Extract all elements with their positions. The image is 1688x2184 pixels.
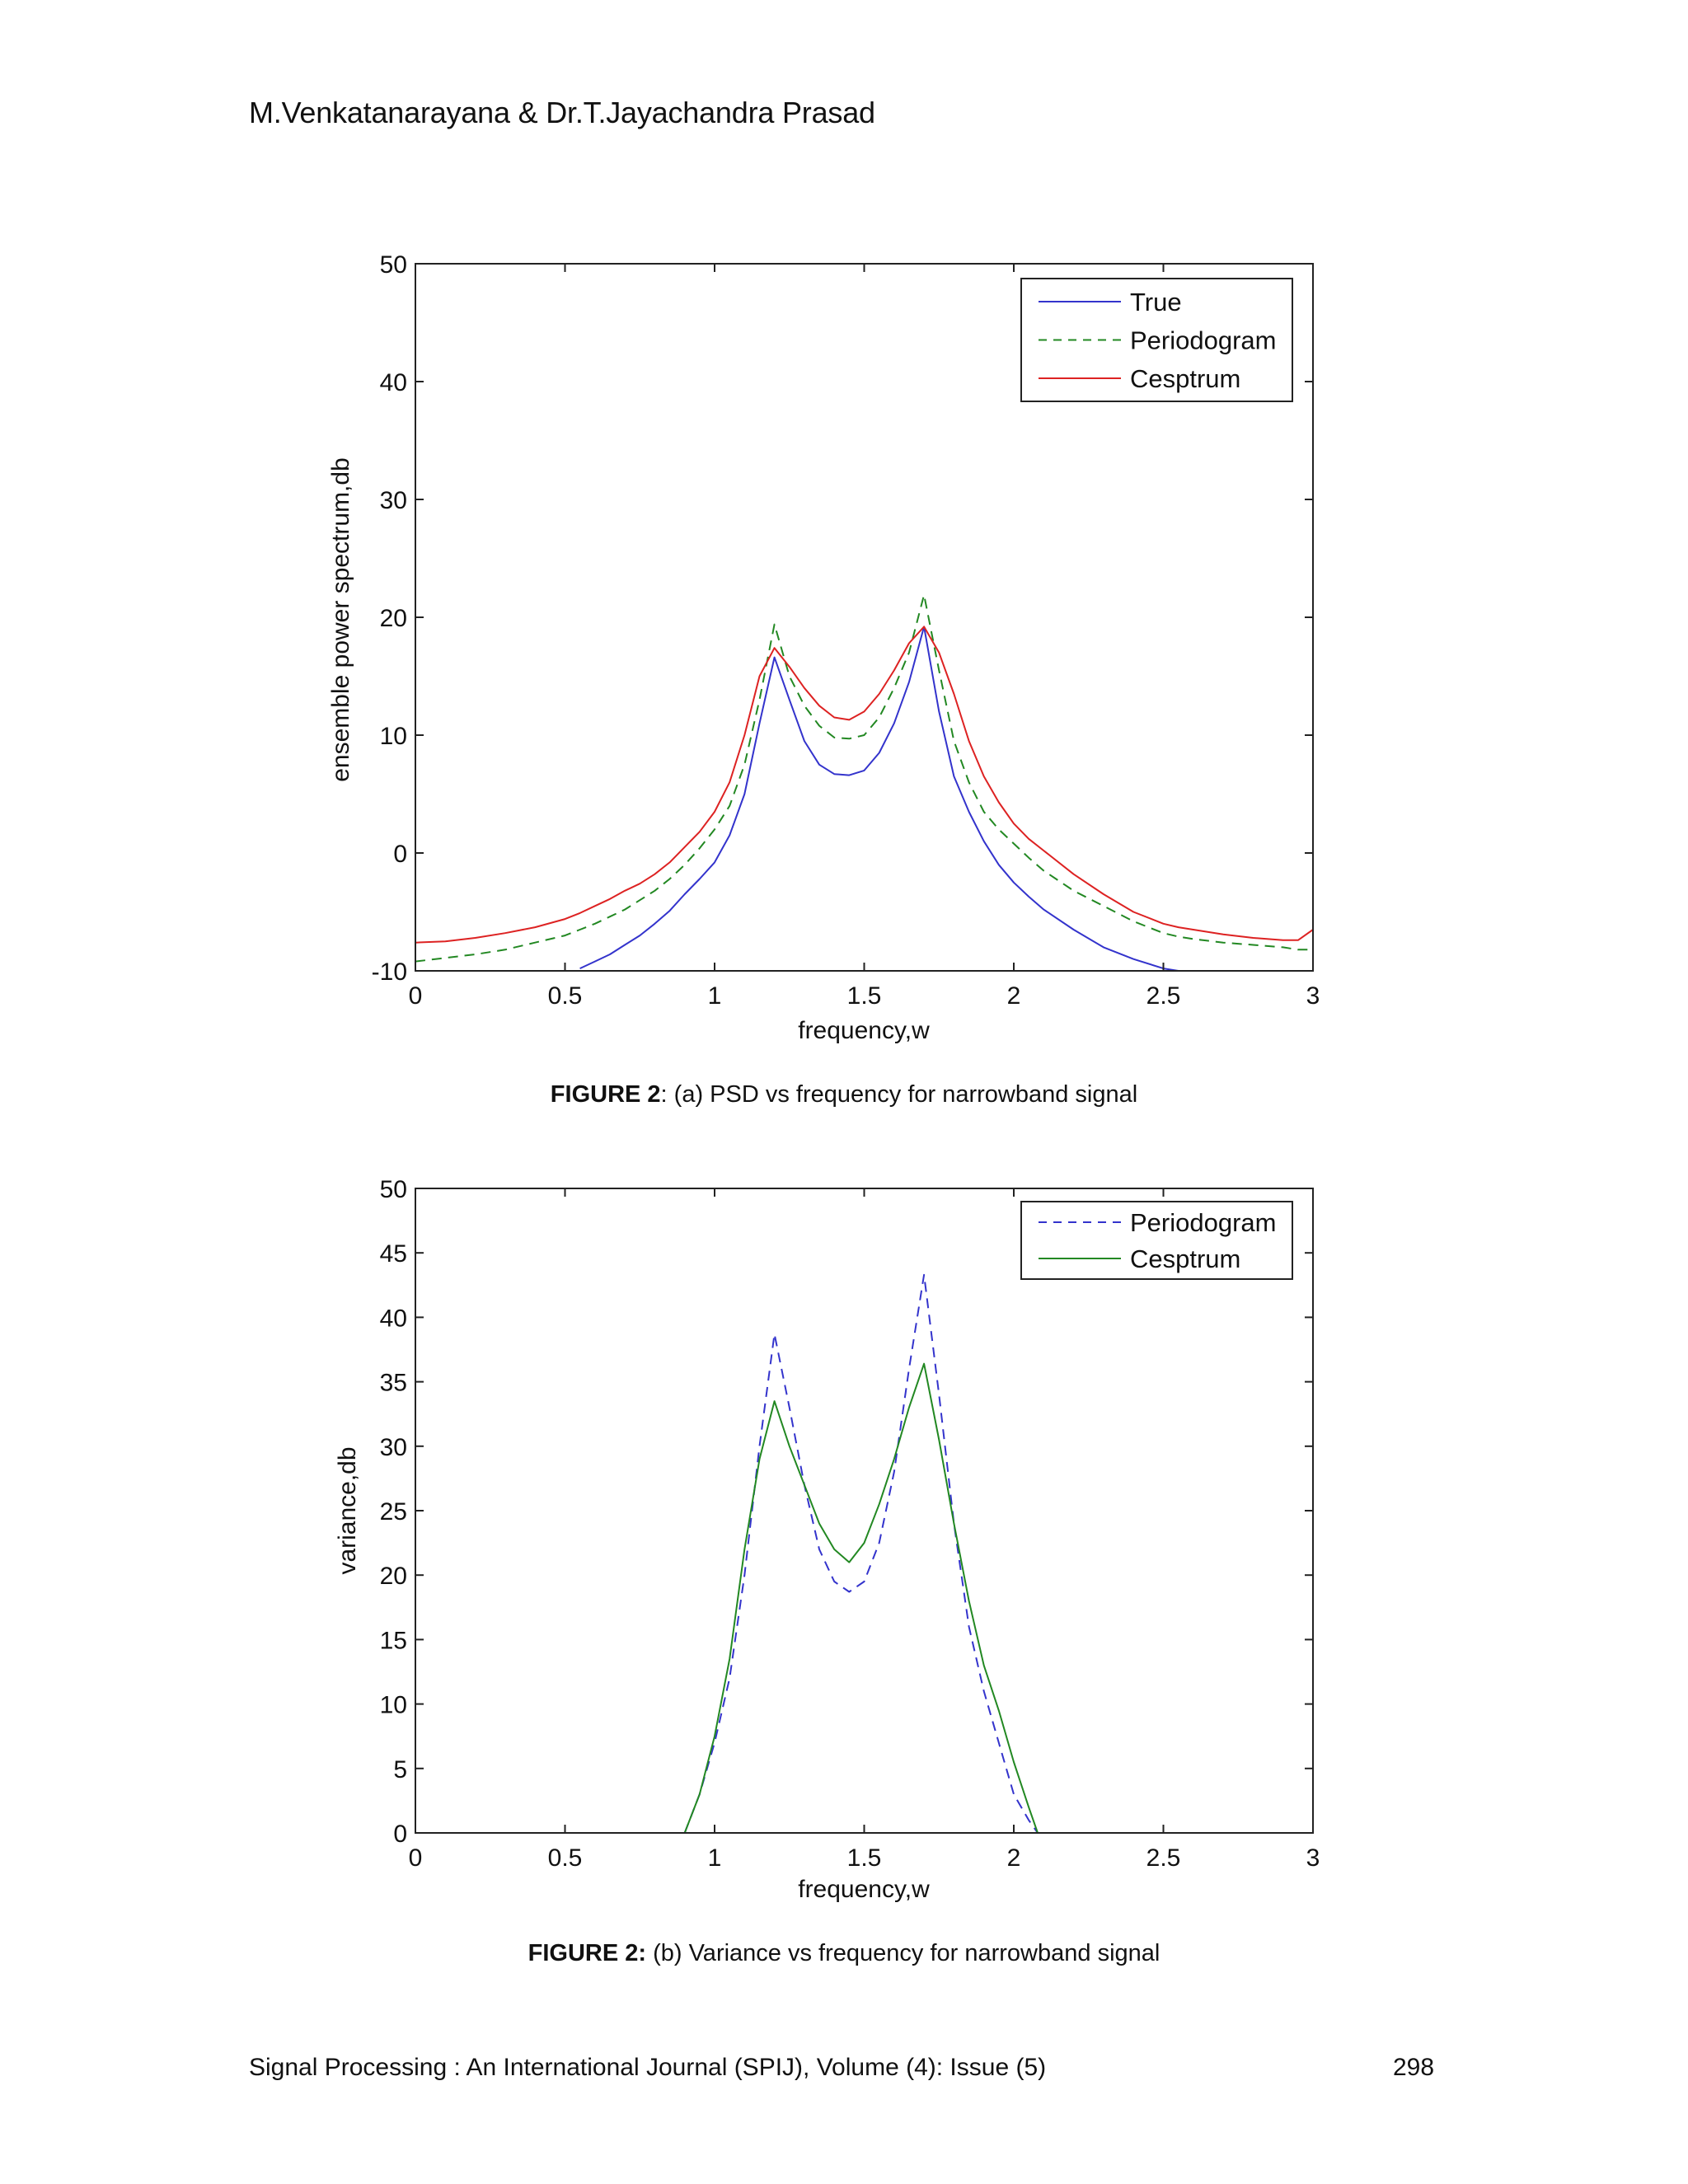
y-axis-label: ensemble power spectrum,db <box>327 457 354 782</box>
y-tick-label: 0 <box>393 1821 407 1848</box>
y-tick-label: 30 <box>380 1434 407 1461</box>
x-axis-label: frequency,w <box>798 1876 930 1903</box>
legend-box <box>1020 1201 1293 1280</box>
x-tick-label: 2 <box>1007 982 1021 1010</box>
legend-label-cesptrum: Cesptrum <box>1130 364 1240 393</box>
legend-label-periodogram: Periodogram <box>1130 1208 1276 1237</box>
y-tick-label: 10 <box>380 723 407 750</box>
x-ticks: 0 0.5 1 1.5 2 2.5 3 <box>409 1188 1320 1872</box>
y-tick-label: 40 <box>380 369 407 396</box>
x-tick-label: 0 <box>409 982 423 1010</box>
page-number: 298 <box>1393 2054 1435 2081</box>
legend-box <box>1020 278 1293 402</box>
y-tick-label: 45 <box>380 1240 407 1268</box>
caption-label: FIGURE 2 <box>550 1081 661 1108</box>
x-tick-label: 3 <box>1306 1844 1320 1872</box>
series-line-cesptrum <box>415 626 1313 944</box>
series-line-periodogram <box>415 593 1313 963</box>
caption-text: (b) Variance vs frequency for narrowband… <box>646 1940 1160 1966</box>
x-tick-label: 2.5 <box>1146 982 1181 1010</box>
y-tick-label: 10 <box>380 1692 407 1719</box>
y-tick-label: 40 <box>380 1305 407 1332</box>
x-tick-label: 1.5 <box>847 982 882 1010</box>
x-tick-label: 0.5 <box>548 982 583 1010</box>
y-axis-label: variance,db <box>334 1446 361 1574</box>
y-tick-label: 20 <box>380 605 407 632</box>
y-tick-label: 20 <box>380 1563 407 1590</box>
y-tick-label: -10 <box>372 958 407 986</box>
legend-label-cesptrum: Cesptrum <box>1130 1244 1240 1273</box>
legend-label-periodogram: Periodogram <box>1130 326 1276 355</box>
x-tick-label: 3 <box>1306 982 1320 1010</box>
x-ticks: 0 0.5 1 1.5 2 2.5 3 <box>409 264 1320 1010</box>
y-ticks: 0 5 10 15 20 25 30 35 40 45 50 <box>380 1176 1313 1848</box>
series-line-true <box>579 626 1179 971</box>
y-tick-label: 25 <box>380 1498 407 1526</box>
x-axis-label: frequency,w <box>798 1017 930 1044</box>
y-tick-label: 15 <box>380 1627 407 1654</box>
y-tick-label: 35 <box>380 1370 407 1397</box>
y-tick-label: 50 <box>380 1176 407 1203</box>
figure-caption-b: FIGURE 2: (b) Variance vs frequency for … <box>0 1940 1688 1967</box>
legend: Periodogram Cesptrum <box>1020 1201 1293 1280</box>
running-header-authors: M.Venkatanarayana & Dr.T.Jayachandra Pra… <box>249 96 875 129</box>
y-tick-label: 5 <box>393 1756 407 1783</box>
x-tick-label: 2.5 <box>1146 1844 1181 1872</box>
plot-area <box>415 593 1313 971</box>
journal-footer: Signal Processing : An International Jou… <box>249 2054 1047 2081</box>
y-ticks: -10 0 10 20 30 40 50 <box>372 251 1313 986</box>
series-line-periodogram <box>683 1273 1039 1833</box>
legend-label-true: True <box>1130 288 1182 316</box>
x-tick-label: 1 <box>708 982 722 1010</box>
y-tick-label: 0 <box>393 841 407 868</box>
caption-text: : (a) PSD vs frequency for narrowband si… <box>660 1081 1138 1108</box>
x-tick-label: 1.5 <box>847 1844 882 1872</box>
figure-caption-a: FIGURE 2: (a) PSD vs frequency for narro… <box>0 1081 1688 1108</box>
x-tick-label: 2 <box>1007 1844 1021 1872</box>
plot-area <box>683 1273 1039 1833</box>
series-line-cesptrum <box>683 1362 1039 1833</box>
plot-frame <box>415 1188 1314 1834</box>
x-tick-label: 0 <box>409 1844 423 1872</box>
legend: True Periodogram Cesptrum <box>1020 278 1293 402</box>
caption-label: FIGURE 2: <box>528 1940 647 1966</box>
y-tick-label: 30 <box>380 487 407 514</box>
x-tick-label: 0.5 <box>548 1844 583 1872</box>
x-tick-label: 1 <box>708 1844 722 1872</box>
y-tick-label: 50 <box>380 251 407 279</box>
variance-chart: 0 0.5 1 1.5 2 2.5 3 0 5 10 15 20 25 30 35 40 45 50 frequ… <box>334 1176 1320 1903</box>
